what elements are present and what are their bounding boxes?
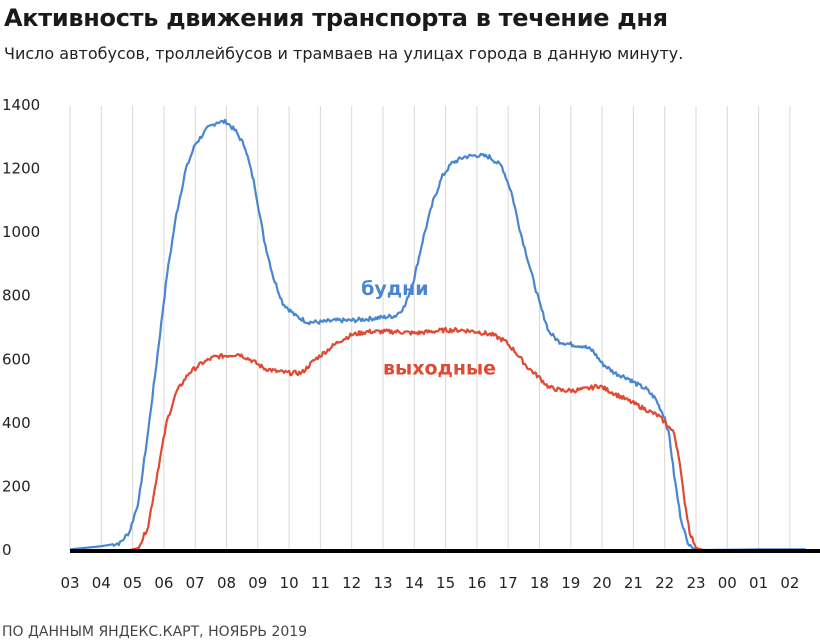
x-tick-label: 12 [342, 574, 361, 592]
x-tick-label: 15 [436, 574, 455, 592]
x-tick-label: 10 [280, 574, 299, 592]
x-tick-label: 04 [92, 574, 111, 592]
y-tick-label: 1000 [2, 223, 40, 241]
page-title: Активность движения транспорта в течение… [4, 4, 668, 32]
x-tick-label: 02 [780, 574, 799, 592]
x-tick-label: 21 [624, 574, 643, 592]
series-label-weekday: будни [361, 278, 428, 300]
x-tick-label: 00 [718, 574, 737, 592]
x-tick-label: 07 [186, 574, 205, 592]
page-subtitle: Число автобусов, троллейбусов и трамваев… [4, 44, 684, 63]
x-tick-label: 03 [60, 574, 79, 592]
x-tick-label: 22 [655, 574, 674, 592]
x-tick-label: 01 [749, 574, 768, 592]
series-line-weekend [70, 326, 806, 553]
x-tick-label: 05 [123, 574, 142, 592]
y-tick-label: 600 [2, 350, 31, 368]
y-tick-label: 1200 [2, 160, 40, 178]
x-tick-label: 09 [248, 574, 267, 592]
x-tick-label: 23 [686, 574, 705, 592]
x-tick-label: 17 [499, 574, 518, 592]
y-tick-label: 200 [2, 477, 31, 495]
data-source: ПО ДАННЫМ ЯНДЕКС.КАРТ, НОЯБРЬ 2019 [2, 624, 308, 640]
x-tick-label: 16 [467, 574, 486, 592]
x-tick-label: 18 [530, 574, 549, 592]
grid-lines [69, 106, 791, 551]
series-line-weekday [69, 118, 806, 552]
x-tick-label: 06 [154, 574, 173, 592]
series-label-weekend: выходные [383, 358, 496, 380]
y-tick-label: 400 [2, 414, 31, 432]
y-tick-label: 0 [2, 541, 12, 559]
x-tick-label: 13 [373, 574, 392, 592]
x-tick-label: 14 [405, 574, 424, 592]
x-tick-label: 08 [217, 574, 236, 592]
x-tick-label: 11 [311, 574, 330, 592]
x-tick-label: 19 [561, 574, 580, 592]
y-tick-label: 1400 [2, 96, 40, 114]
x-tick-label: 20 [593, 574, 612, 592]
y-tick-label: 800 [2, 287, 31, 305]
